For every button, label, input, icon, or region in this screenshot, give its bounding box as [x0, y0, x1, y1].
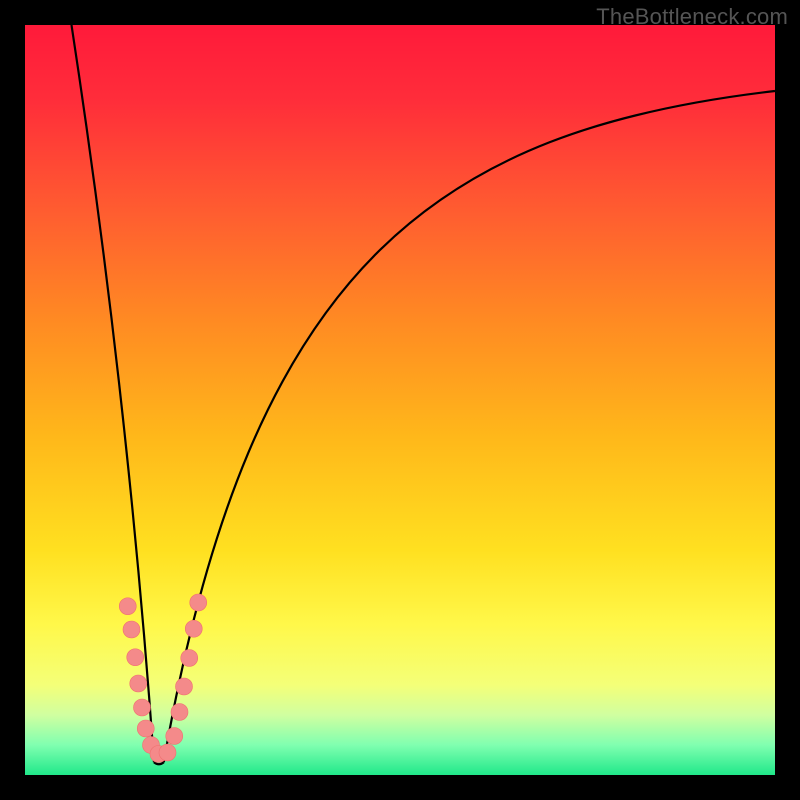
marker-dot [137, 720, 154, 737]
watermark-text: TheBottleneck.com [596, 4, 788, 30]
marker-dot [171, 704, 188, 721]
marker-dot [190, 594, 207, 611]
marker-dot [134, 699, 151, 716]
marker-dot [166, 728, 183, 745]
marker-dot [176, 678, 193, 695]
chart-svg [0, 0, 800, 800]
marker-dot [119, 598, 136, 615]
marker-dot [159, 744, 176, 761]
marker-dot [130, 675, 147, 692]
marker-dot [127, 649, 144, 666]
chart-stage: TheBottleneck.com [0, 0, 800, 800]
marker-dot [123, 621, 140, 638]
marker-dot [185, 620, 202, 637]
marker-dot [181, 650, 198, 667]
